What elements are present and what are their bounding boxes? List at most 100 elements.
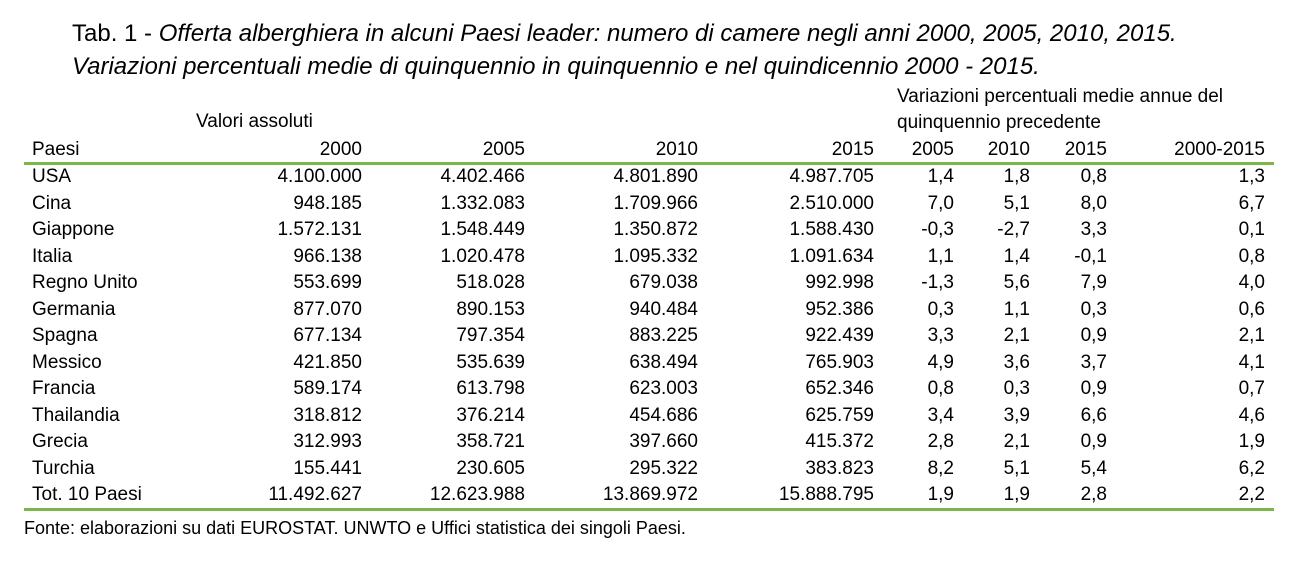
cell-value: 1.020.478 <box>440 245 525 267</box>
cell-value: 952.386 <box>805 298 874 320</box>
cell-value: 11.492.627 <box>268 484 362 505</box>
footer-rule <box>24 508 1274 511</box>
row-label: USA <box>32 166 72 187</box>
cell-value: 1,4 <box>927 166 954 187</box>
cell-value: 6,7 <box>1238 192 1265 214</box>
cell-value: 0,9 <box>1080 431 1107 452</box>
cell-value: -2,7 <box>997 219 1030 240</box>
cell-value: 5,4 <box>1080 457 1107 479</box>
cell-value: 2,8 <box>927 431 954 452</box>
cell-value: 948.185 <box>293 192 362 214</box>
cell-value: 318.812 <box>293 404 362 426</box>
cell-value: 295.322 <box>629 457 698 479</box>
cell-value: 1.588.430 <box>789 219 874 240</box>
cell-value: 1.091.634 <box>789 245 874 267</box>
cell-value: 2,8 <box>1080 484 1107 505</box>
cell-value: 8,0 <box>1080 192 1107 214</box>
cell-value: 3,9 <box>1003 404 1030 426</box>
cell-value: 890.153 <box>456 298 525 320</box>
cell-value: 922.439 <box>805 325 874 346</box>
cell-value: 0,7 <box>1238 378 1265 399</box>
cell-value: 1,9 <box>1238 431 1265 452</box>
cell-value: 613.798 <box>456 378 525 399</box>
cell-value: 638.494 <box>629 351 698 373</box>
cell-value: 5,6 <box>1003 272 1030 293</box>
group-label: Valori assoluti <box>196 111 313 132</box>
row-label: Spagna <box>32 325 98 346</box>
cell-value: 518.028 <box>456 272 525 293</box>
column-header: 2010 <box>987 139 1030 160</box>
cell-value: 4.801.890 <box>613 166 698 187</box>
cell-value: 992.998 <box>805 272 874 293</box>
row-label: Messico <box>32 351 102 373</box>
cell-value: 415.372 <box>805 431 874 452</box>
cell-value: -0,1 <box>1074 245 1107 267</box>
title-line-2: Variazioni percentuali medie di quinquen… <box>72 53 1040 80</box>
cell-value: 5,1 <box>1003 457 1030 479</box>
group-label: Variazioni percentuali medie annue del <box>897 86 1224 107</box>
row-label: Thailandia <box>32 404 120 426</box>
row-label: Turchia <box>32 457 95 479</box>
cell-value: 1.709.966 <box>613 192 698 214</box>
cell-value: 312.993 <box>293 431 362 452</box>
cell-value: 230.605 <box>456 457 525 479</box>
column-header: 2000 <box>319 139 362 160</box>
cell-value: 0,8 <box>1080 166 1107 187</box>
cell-value: 940.484 <box>629 298 698 320</box>
cell-value: 383.823 <box>805 457 874 479</box>
cell-value: 4,6 <box>1238 404 1265 426</box>
cell-value: 6,2 <box>1238 457 1265 479</box>
row-label: Cina <box>32 192 72 214</box>
cell-value: 155.441 <box>293 457 362 479</box>
cell-value: 679.038 <box>629 272 698 293</box>
cell-value: 5,1 <box>1003 192 1030 214</box>
cell-value: 0,3 <box>927 298 954 320</box>
cell-value: 877.070 <box>293 298 362 320</box>
row-label: Giappone <box>32 219 115 240</box>
cell-value: 12.623.988 <box>429 484 525 505</box>
cell-value: 4.100.000 <box>277 166 362 187</box>
column-header: 2005 <box>911 139 954 160</box>
row-label: Italia <box>32 245 73 267</box>
header-rule <box>24 162 1274 165</box>
cell-value: 1,1 <box>1003 298 1030 320</box>
cell-value: 1,1 <box>927 245 954 267</box>
cell-value: 652.346 <box>805 378 874 399</box>
cell-value: 0,3 <box>1003 378 1030 399</box>
cell-value: 535.639 <box>456 351 525 373</box>
row-label: Regno Unito <box>32 272 138 293</box>
title-line-1: Tab. 1 - Offerta alberghiera in alcuni P… <box>72 20 1177 48</box>
cell-value: 3,6 <box>1003 351 1030 373</box>
cell-value: -1,3 <box>921 272 954 293</box>
cell-value: 1,3 <box>1238 166 1265 187</box>
row-label: Francia <box>32 378 96 399</box>
cell-value: 1.332.083 <box>440 192 525 214</box>
cell-value: 6,6 <box>1080 404 1107 426</box>
cell-value: 553.699 <box>293 272 362 293</box>
cell-value: 1,9 <box>1003 484 1030 505</box>
cell-value: 2,1 <box>1003 431 1030 452</box>
cell-value: 376.214 <box>456 404 525 426</box>
cell-value: 589.174 <box>293 378 362 399</box>
cell-value: 0,6 <box>1238 298 1265 320</box>
cell-value: 883.225 <box>629 325 698 346</box>
cell-value: 3,3 <box>1080 219 1107 240</box>
cell-value: 0,3 <box>1080 298 1107 320</box>
cell-value: 0,8 <box>1238 245 1265 267</box>
cell-value: 1.095.332 <box>613 245 698 267</box>
cell-value: 3,4 <box>927 404 954 426</box>
cell-value: 0,9 <box>1080 378 1107 399</box>
cell-value: 0,9 <box>1080 325 1107 346</box>
cell-value: 2,1 <box>1238 325 1265 346</box>
cell-value: 1,9 <box>927 484 954 505</box>
group-label: quinquennio precedente <box>897 112 1101 133</box>
column-header: 2015 <box>1064 139 1107 160</box>
column-header: Paesi <box>32 139 80 160</box>
cell-value: 1,8 <box>1003 166 1030 187</box>
cell-value: 623.003 <box>629 378 698 399</box>
cell-value: 2.510.000 <box>789 192 874 214</box>
cell-value: 13.869.972 <box>602 484 698 505</box>
cell-value: 966.138 <box>293 245 362 267</box>
cell-value: 7,0 <box>927 192 954 214</box>
cell-value: 397.660 <box>629 431 698 452</box>
